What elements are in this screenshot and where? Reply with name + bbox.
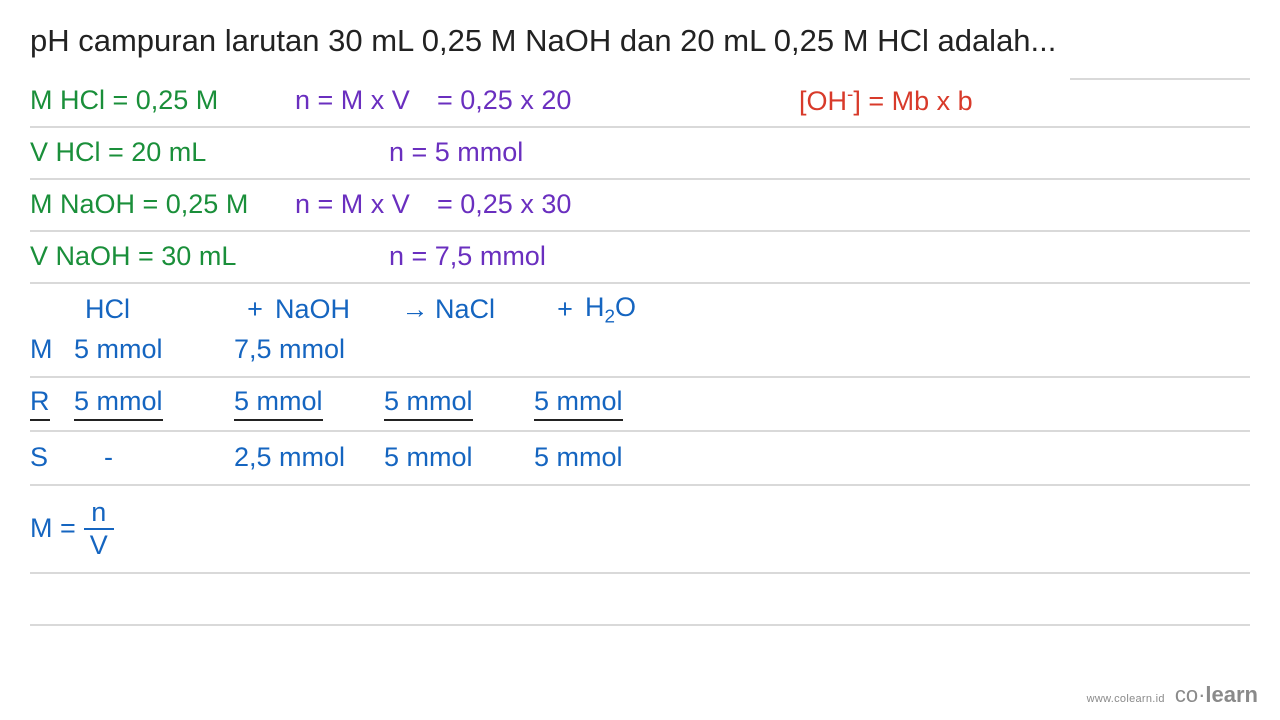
row-m-naoh: M NaOH = 0,25 M n = M x V = 0,25 x 30 [30,180,1250,232]
ice-m-line: M 5 mmol 7,5 mmol [30,330,1250,370]
ice-r-naoh: 5 mmol [234,386,323,421]
molarity-fraction: n V [84,497,114,561]
ice-m-naoh: 7,5 mmol [234,334,394,365]
footer-brand: co·learn [1175,682,1258,708]
given-m-naoh: M NaOH = 0,25 M [30,189,248,220]
row-v-naoh: V NaOH = 30 mL n = 7,5 mmol [30,232,1250,284]
ice-s-naoh: 2,5 mmol [234,442,384,473]
footer-url: www.colearn.id [1087,693,1165,705]
work-area: M HCl = 0,25 M n = M x V = 0,25 x 20 [OH… [30,76,1250,626]
molarity-den: V [84,530,114,561]
row-reaction-and-m: HCl + NaOH → NaCl + H2O M 5 mmol 7,5 mmo… [30,284,1250,378]
ice-s-label: S [30,442,74,473]
rx-hcl: HCl [85,294,235,325]
given-v-hcl: V HCl = 20 mL [30,137,206,168]
brand-co: co [1175,682,1198,707]
reaction-equation: HCl + NaOH → NaCl + H2O [30,290,1250,330]
rx-h2o-sub: 2 [605,306,616,327]
rx-h2o-o: O [615,292,636,322]
question-text: pH campuran larutan 30 mL 0,25 M NaOH da… [30,20,1250,62]
given-m-hcl: M HCl = 0,25 M [30,85,218,116]
ice-r-nacl: 5 mmol [384,386,473,421]
n-hcl-expr: = 0,25 x 20 [437,85,571,116]
oh-prefix: [OH [799,86,847,116]
ice-r-label: R [30,386,50,421]
ice-s-hcl: - [74,442,234,473]
rx-plus1: + [235,294,275,325]
n-hcl-formula: n = M x V [295,85,410,116]
rx-nacl: NaCl [435,294,545,325]
ice-s-h2o: 5 mmol [534,442,684,473]
row-v-hcl: V HCl = 20 mL n = 5 mmol [30,128,1250,180]
brand-learn: learn [1205,682,1258,707]
n-naoh-formula: n = M x V [295,189,410,220]
ice-r-line: R 5 mmol 5 mmol 5 mmol 5 mmol [30,378,1250,432]
n-hcl-result: n = 5 mmol [389,137,523,168]
rx-h2o: H2O [585,292,636,328]
n-naoh-result: n = 7,5 mmol [389,241,546,272]
molarity-formula: M = n V [30,497,114,561]
oh-suffix: ] = Mb x b [853,86,972,116]
oh-formula: [OH-] = Mb x b [799,84,973,117]
n-naoh-expr: = 0,25 x 30 [437,189,571,220]
molarity-lhs: M = [30,513,76,544]
rx-naoh: NaOH [275,294,395,325]
ice-m-label: M [30,334,74,365]
page: pH campuran larutan 30 mL 0,25 M NaOH da… [0,0,1280,720]
molarity-num: n [85,497,112,528]
ice-m-hcl: 5 mmol [74,334,234,365]
ice-s-nacl: 5 mmol [384,442,534,473]
footer: www.colearn.id co·learn [1087,682,1258,708]
ice-s-line: S - 2,5 mmol 5 mmol 5 mmol [30,432,1250,486]
ice-r-h2o: 5 mmol [534,386,623,421]
rx-h2o-h: H [585,292,605,322]
row-molarity-formula: M = n V [30,486,1250,574]
row-m-hcl: M HCl = 0,25 M n = M x V = 0,25 x 20 [OH… [30,76,1250,128]
rx-arrow: → [395,294,435,325]
given-v-naoh: V NaOH = 30 mL [30,241,236,272]
row-empty [30,574,1250,626]
rx-plus2: + [545,294,585,325]
ice-r-hcl: 5 mmol [74,386,163,421]
